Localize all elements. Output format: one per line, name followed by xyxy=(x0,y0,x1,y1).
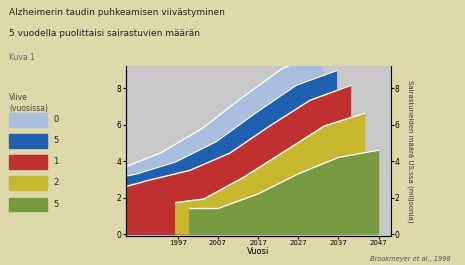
Text: Kuva 1: Kuva 1 xyxy=(9,53,35,62)
Polygon shape xyxy=(176,113,365,234)
Polygon shape xyxy=(126,66,391,236)
X-axis label: Vuosi: Vuosi xyxy=(247,248,269,257)
Polygon shape xyxy=(190,150,379,234)
Text: 2: 2 xyxy=(53,178,59,187)
Text: Brookmeyer et al., 1998: Brookmeyer et al., 1998 xyxy=(370,256,451,262)
Polygon shape xyxy=(81,52,322,234)
Text: 0: 0 xyxy=(53,115,59,124)
Polygon shape xyxy=(121,86,351,234)
Text: 5: 5 xyxy=(53,136,59,145)
Text: Alzheimerin taudin puhkeamisen viivästyminen: Alzheimerin taudin puhkeamisen viivästym… xyxy=(9,8,225,17)
Text: 1: 1 xyxy=(53,157,59,166)
Y-axis label: Sairastuneiden määrä US:ssa (miljoonia): Sairastuneiden määrä US:ssa (miljoonia) xyxy=(407,80,413,222)
Text: 5: 5 xyxy=(53,200,59,209)
Text: 5 vuodella puolittaisi sairastuvien määrän: 5 vuodella puolittaisi sairastuvien määr… xyxy=(9,29,200,38)
Text: Viive
(vuosissa): Viive (vuosissa) xyxy=(9,93,48,113)
Polygon shape xyxy=(95,71,336,234)
